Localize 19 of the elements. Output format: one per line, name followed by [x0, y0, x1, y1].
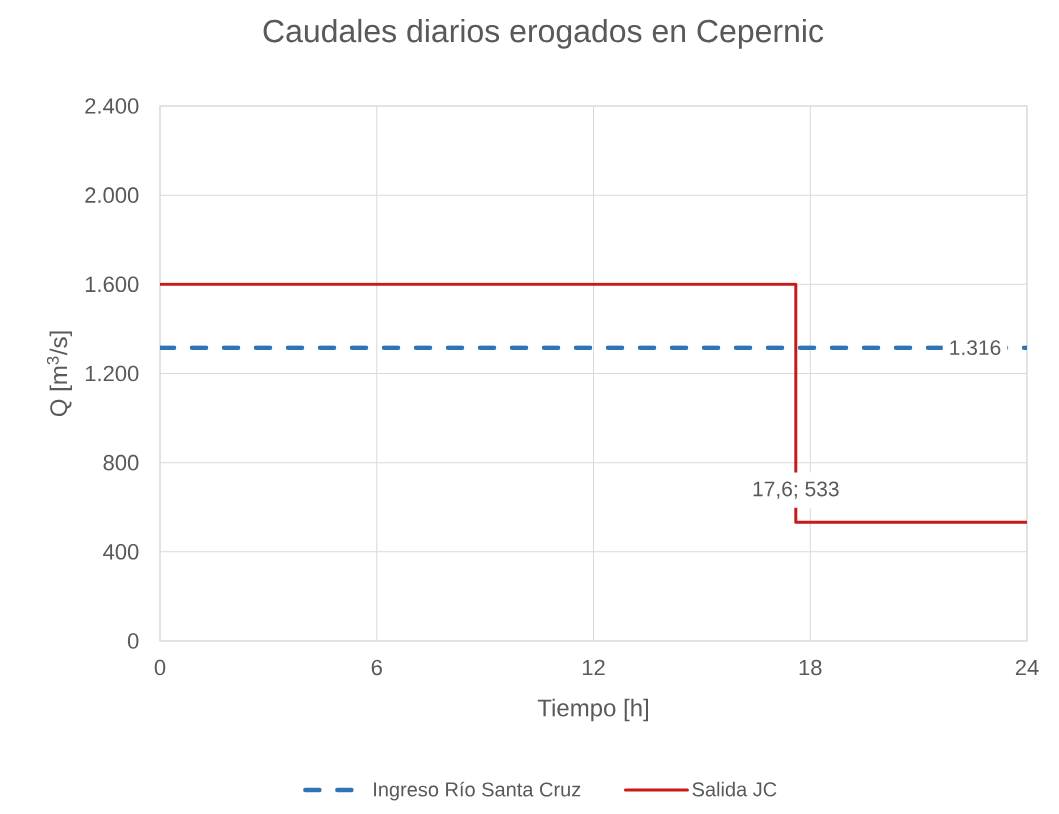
legend-label: Salida JC [692, 781, 777, 797]
x-tick-label: 12 [582, 659, 605, 676]
x-tick-label: 6 [371, 659, 382, 676]
x-tick-label: 18 [799, 659, 822, 676]
chart-title: Caudales diarios erogados en Cepernic [263, 18, 824, 49]
y-tick-label: 2.000 [85, 187, 139, 203]
y-tick-label: 800 [103, 454, 139, 471]
y-tick-label: 2.400 [85, 98, 139, 114]
data-label: 1.316 [950, 340, 1001, 356]
x-tick-label: 24 [1015, 659, 1039, 676]
y-tick-label: 0 [127, 633, 139, 649]
y-axis-title: Q [m$^{3}$/s] [46, 331, 72, 417]
annotation: 17,6; 533 [753, 481, 839, 499]
y-tick-label: 1.200 [85, 365, 139, 382]
legend-label: Ingreso Río Santa Cruz [374, 781, 581, 801]
x-axis-title: Tiempo [h] [537, 698, 649, 722]
y-tick-label: 1.600 [85, 276, 139, 293]
y-tick-label: 400 [103, 544, 139, 560]
x-tick-label: 0 [154, 659, 166, 676]
